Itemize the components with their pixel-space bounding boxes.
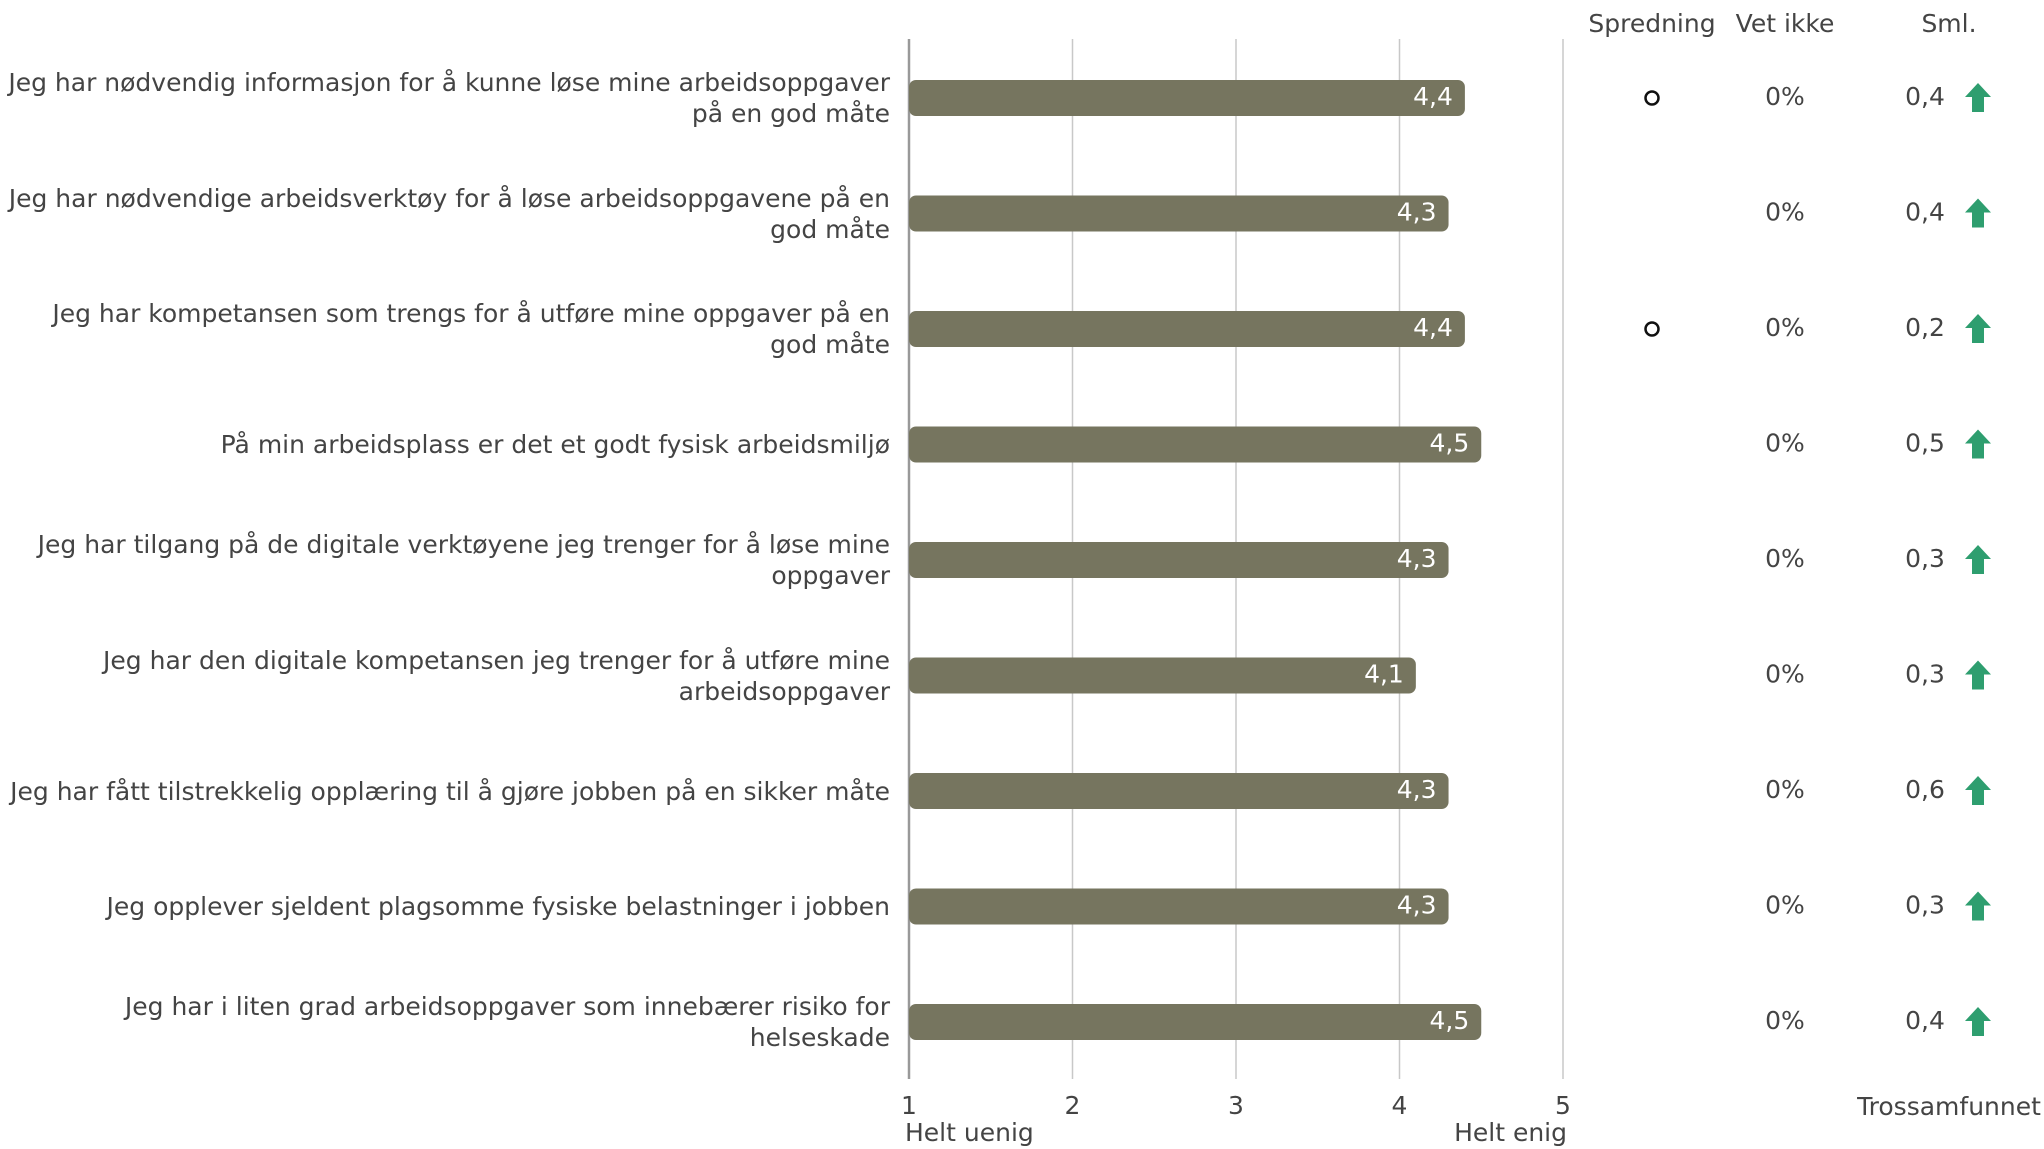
category-label: Jeg har fått tilstrekkelig opplæring til…: [10, 776, 890, 806]
up-arrow: [1965, 891, 1991, 921]
value-label: 4,3: [1397, 775, 1437, 804]
up-arrow: [1965, 660, 1991, 690]
value-label: 4,4: [1413, 313, 1453, 342]
up-arrow: [1965, 83, 1991, 112]
dont-know-value: 0%: [1765, 1006, 1805, 1035]
dont-know-value: 0%: [1765, 82, 1805, 111]
category-label: På min arbeidsplass er det et godt fysis…: [220, 430, 890, 459]
up-arrow: [1965, 198, 1991, 228]
category-label: Jeg har tilgang på de digitale verktøyen…: [37, 530, 890, 590]
dont-know-value: 0%: [1765, 313, 1805, 342]
x-tick-label: 2: [1065, 1091, 1081, 1120]
comparison-value: 0,3: [1905, 891, 1945, 920]
category-label: Jeg har kompetansen som trengs for å utf…: [52, 299, 890, 359]
up-arrow: [1965, 1007, 1991, 1036]
bar: [909, 1004, 1482, 1040]
spread-mark: [1644, 90, 1660, 106]
category-label: Jeg har nødvendig informasjon for å kunn…: [8, 68, 890, 128]
dont-know-value: 0%: [1765, 775, 1805, 804]
category-label: Jeg opplever sjeldent plagsomme fysiske …: [106, 892, 890, 921]
category-label: Jeg har i liten grad arbeidsoppgaver som…: [124, 992, 890, 1052]
bar: [909, 426, 1482, 463]
value-label: 4,4: [1413, 82, 1453, 111]
dont-know-value: 0%: [1765, 660, 1805, 689]
category-label: Jeg har den digitale kompetansen jeg tre…: [103, 645, 890, 706]
comparison-value: 0,4: [1905, 82, 1945, 111]
dont-know-value: 0%: [1765, 198, 1805, 227]
comparison-value: 0,3: [1905, 544, 1945, 573]
dont-know-value: 0%: [1765, 891, 1805, 920]
bar: [909, 542, 1449, 578]
value-label: 4,5: [1429, 429, 1469, 458]
comparison-value: 0,6: [1905, 775, 1945, 804]
comparison-value: 0,5: [1905, 429, 1945, 458]
x-tick-label: 1: [901, 1091, 917, 1120]
x-tick-label: 4: [1392, 1091, 1408, 1120]
comparison-value: 0,4: [1905, 1006, 1945, 1035]
column-header: Vet ikke: [1736, 9, 1835, 38]
spread-mark: [1644, 321, 1660, 337]
category-label: Jeg har nødvendige arbeidsverktøy for å …: [8, 183, 890, 244]
up-arrow: [1965, 429, 1991, 459]
value-label: 4,3: [1397, 198, 1437, 227]
dont-know-value: 0%: [1765, 429, 1805, 458]
dont-know-value: 0%: [1765, 544, 1805, 573]
column-header: Sml.: [1921, 9, 1976, 38]
value-label: 4,5: [1429, 1006, 1469, 1035]
value-label: 4,3: [1397, 891, 1437, 920]
x-end-label: Helt uenig: [905, 1118, 1034, 1147]
x-tick-label: 3: [1228, 1091, 1244, 1120]
bar: [909, 195, 1449, 232]
comparison-value: 0,3: [1905, 660, 1945, 689]
up-arrow: [1965, 776, 1991, 805]
x-end-label: Helt enig: [1454, 1118, 1567, 1147]
up-arrow: [1965, 314, 1991, 343]
comparison-value: 0,2: [1905, 313, 1945, 342]
value-label: 4,1: [1364, 660, 1404, 689]
bar: [909, 773, 1449, 809]
bar: [909, 311, 1465, 347]
bar: [909, 888, 1449, 925]
bar: [909, 80, 1465, 116]
column-footer: Trossamfunnet: [1856, 1092, 2041, 1121]
up-arrow: [1965, 545, 1991, 574]
bar: [909, 657, 1416, 694]
x-tick-label: 5: [1555, 1091, 1571, 1120]
column-header: Spredning: [1588, 9, 1715, 38]
value-label: 4,3: [1397, 544, 1437, 573]
comparison-value: 0,4: [1905, 198, 1945, 227]
